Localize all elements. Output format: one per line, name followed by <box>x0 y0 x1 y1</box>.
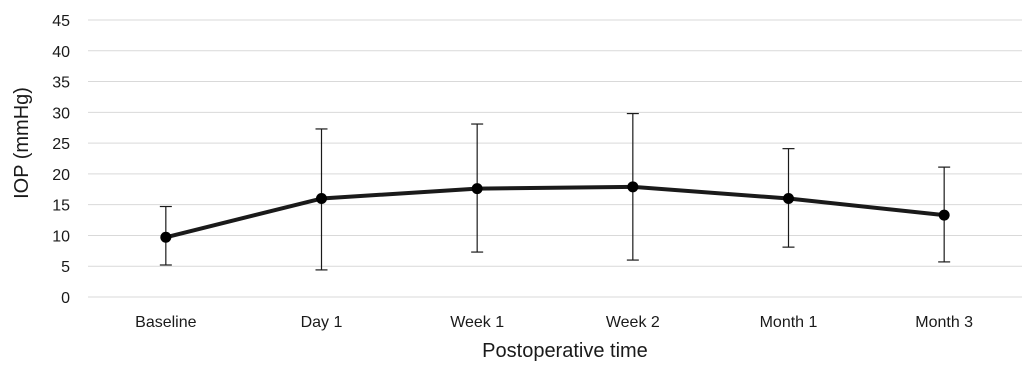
data-point <box>471 183 483 195</box>
y-axis-title: IOP (mmHg) <box>11 87 33 199</box>
data-point <box>938 209 950 221</box>
x-tick-label: Week 1 <box>450 314 504 331</box>
y-tick-label: 30 <box>52 105 70 122</box>
x-axis-title: Postoperative time <box>482 340 648 362</box>
data-points <box>160 181 950 243</box>
y-tick-label: 20 <box>52 167 70 184</box>
x-tick-label: Month 3 <box>915 314 973 331</box>
data-point <box>783 193 794 205</box>
error-bars <box>159 112 951 271</box>
series-line-layer <box>163 184 947 240</box>
x-tick-label: Day 1 <box>301 314 343 331</box>
y-tick-label: 40 <box>52 44 70 61</box>
y-tick-label: 10 <box>52 228 70 245</box>
y-tick-label: 0 <box>61 290 70 307</box>
x-tick-label: Month 1 <box>760 314 818 331</box>
x-axis-ticks: Baseline Day 1 Week 1 Week 2 Month 1 Month 3 <box>135 314 973 331</box>
data-point <box>316 193 327 205</box>
y-tick-label: 35 <box>52 75 70 92</box>
y-tick-label: 25 <box>52 136 70 153</box>
x-tick-label: Week 2 <box>606 314 660 331</box>
data-point <box>627 181 639 193</box>
data-point <box>160 231 172 243</box>
gridlines <box>88 19 1022 298</box>
y-tick-label: 5 <box>61 259 70 276</box>
x-tick-label: Baseline <box>135 314 196 331</box>
y-axis-ticks: 0 5 10 15 20 25 30 35 40 45 <box>52 13 70 307</box>
series-line <box>163 184 947 240</box>
y-tick-label: 45 <box>52 13 70 30</box>
y-tick-label: 15 <box>52 198 70 215</box>
